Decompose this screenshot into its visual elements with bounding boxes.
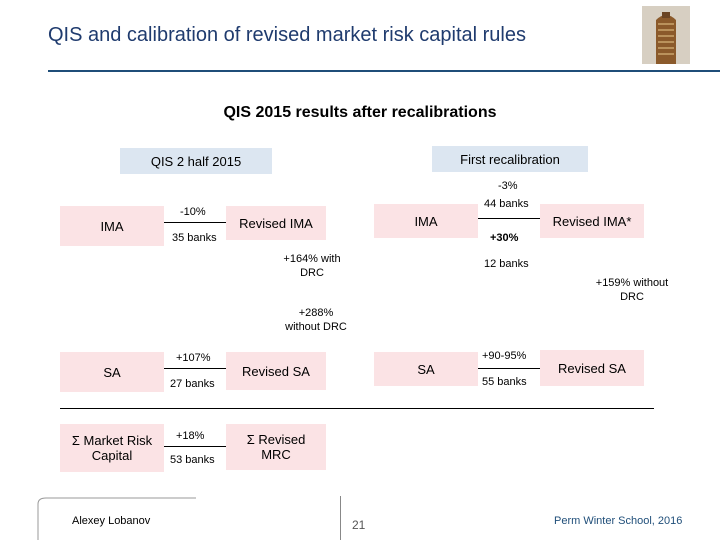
sa-change-label: +107% [176, 352, 211, 364]
sa-box: SA [60, 352, 164, 392]
annotation-with-drc: +164% with DRC [283, 253, 341, 279]
recal-ima-banks-top: 44 banks [484, 198, 529, 210]
footer-event: Perm Winter School, 2016 [554, 515, 683, 527]
recal-sa-arrow-line [478, 368, 540, 369]
revised-mrc-box: Σ Revised MRC [226, 424, 326, 470]
mrc-change-label: +18% [176, 430, 205, 442]
building-logo-icon [642, 6, 690, 64]
ima-change-label: -10% [180, 206, 206, 218]
recal-sa-change: +90-95% [482, 350, 527, 362]
revised-ima-star-box: Revised IMA* [540, 204, 644, 238]
recal-ima-arrow-line [478, 218, 540, 219]
sa-arrow-line [164, 368, 226, 369]
sa-banks-label: 27 banks [170, 378, 215, 390]
footer-author: Alexey Lobanov [72, 515, 151, 527]
footer-corner-decoration [37, 497, 196, 540]
mrc-arrow-line [164, 446, 226, 447]
recal-sa-box: SA [374, 352, 478, 386]
mrc-banks-label: 53 banks [170, 454, 215, 466]
recal-ima-top-change: -3% [498, 180, 518, 192]
annotation-recal-banks: 12 banks [484, 258, 529, 270]
market-risk-capital-box: Σ Market Risk Capital [60, 424, 164, 472]
footer-page-divider [340, 496, 341, 540]
recal-revised-sa-box: Revised SA [540, 350, 644, 386]
title-divider [48, 70, 720, 72]
slide-subtitle: QIS 2015 results after recalibrations [223, 104, 497, 121]
ima-banks-label: 35 banks [172, 232, 217, 244]
annotation-288-without-drc: +288% without DRC [285, 307, 347, 333]
column-header-first-recalibration: First recalibration [432, 146, 588, 172]
recal-ima-change: +30% [490, 232, 519, 244]
revised-sa-box: Revised SA [226, 352, 326, 390]
column-header-qis2: QIS 2 half 2015 [120, 148, 272, 174]
ima-box: IMA [60, 206, 164, 246]
recal-sa-banks: 55 banks [482, 376, 527, 388]
slide-title: QIS and calibration of revised market ri… [48, 24, 526, 46]
annotation-159-without-drc: +159% without DRC [595, 277, 669, 303]
revised-ima-box: Revised IMA [226, 206, 326, 240]
page-number: 21 [352, 518, 366, 532]
section-divider [60, 408, 654, 409]
recal-ima-box: IMA [374, 204, 478, 238]
ima-arrow-line [164, 222, 226, 223]
